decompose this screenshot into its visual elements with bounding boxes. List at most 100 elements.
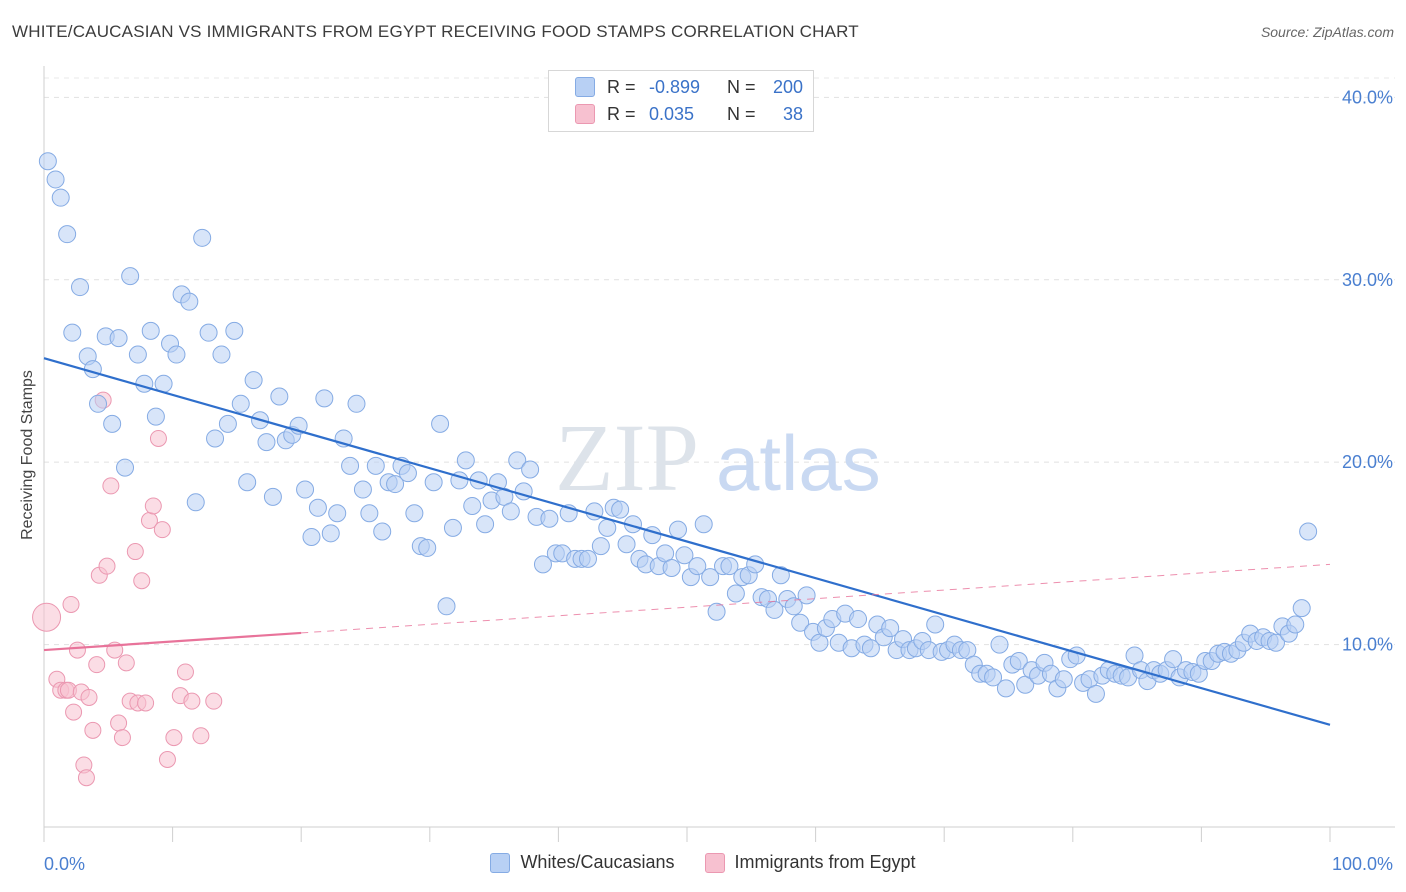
point-whites bbox=[398, 464, 417, 483]
source-label: Source: ZipAtlas.com bbox=[1260, 24, 1394, 40]
axes bbox=[43, 66, 1395, 842]
point-whites bbox=[405, 504, 424, 523]
point-egypt bbox=[110, 714, 128, 732]
point-whites bbox=[46, 170, 65, 189]
trend-line-egypt-dashed bbox=[301, 563, 1331, 634]
legend-item-whites[interactable]: Whites/Caucasians bbox=[490, 852, 675, 873]
point-egypt bbox=[88, 656, 106, 674]
point-whites bbox=[328, 504, 347, 523]
point-whites bbox=[437, 597, 456, 616]
point-whites bbox=[270, 387, 289, 406]
r-value: 0.035 bbox=[649, 103, 695, 124]
r-label: R = bbox=[607, 76, 636, 97]
point-whites bbox=[443, 518, 462, 537]
point-whites bbox=[726, 584, 745, 603]
point-whites bbox=[521, 460, 540, 479]
legend-label-whites: Whites/Caucasians bbox=[520, 852, 675, 872]
swatch-blue bbox=[575, 77, 595, 97]
point-whites bbox=[231, 394, 250, 413]
point-whites bbox=[598, 518, 617, 537]
point-whites bbox=[308, 498, 327, 517]
point-whites bbox=[675, 546, 694, 565]
point-whites bbox=[373, 522, 392, 541]
point-whites bbox=[533, 555, 552, 574]
point-whites bbox=[321, 524, 340, 543]
point-whites bbox=[128, 345, 147, 364]
point-whites bbox=[701, 568, 720, 587]
point-egypt bbox=[165, 729, 183, 747]
n-label: N = bbox=[727, 103, 756, 124]
point-whites bbox=[578, 549, 597, 568]
point-whites bbox=[688, 557, 707, 576]
point-whites bbox=[881, 619, 900, 638]
legend-swatch-blue bbox=[490, 852, 511, 873]
legend-label-egypt: Immigrants from Egypt bbox=[734, 852, 916, 872]
point-whites bbox=[296, 480, 315, 499]
point-whites bbox=[797, 586, 816, 605]
n-value: 200 bbox=[772, 76, 803, 97]
point-whites bbox=[591, 537, 610, 556]
watermark-zip: ZIP bbox=[555, 404, 699, 511]
point-egypt bbox=[205, 692, 223, 710]
point-whites bbox=[418, 538, 437, 557]
point-whites bbox=[103, 414, 122, 433]
trend-lines bbox=[43, 357, 1331, 726]
x-tick-label-min: 0.0% bbox=[44, 854, 85, 874]
point-whites bbox=[791, 613, 810, 632]
point-whites bbox=[89, 394, 108, 413]
point-whites bbox=[199, 323, 218, 342]
point-whites bbox=[193, 228, 212, 247]
legend-item-egypt[interactable]: Immigrants from Egypt bbox=[704, 852, 916, 873]
point-whites bbox=[1266, 633, 1285, 652]
trend-line-whites bbox=[43, 357, 1331, 726]
point-egypt bbox=[84, 721, 102, 739]
point-whites bbox=[51, 188, 70, 207]
series-whites-caucasians bbox=[38, 152, 1318, 703]
point-whites bbox=[180, 292, 199, 311]
point-whites bbox=[668, 520, 687, 539]
point-whites bbox=[212, 345, 231, 364]
point-whites bbox=[707, 602, 726, 621]
point-whites bbox=[347, 394, 366, 413]
point-whites bbox=[206, 429, 225, 448]
point-egypt bbox=[192, 727, 210, 745]
point-egypt bbox=[133, 572, 151, 590]
point-egypt bbox=[65, 703, 83, 721]
point-whites bbox=[244, 371, 263, 390]
point-egypt bbox=[113, 729, 131, 747]
point-whites bbox=[617, 535, 636, 554]
point-egypt bbox=[77, 769, 95, 787]
point-whites bbox=[501, 502, 520, 521]
point-whites bbox=[1299, 522, 1318, 541]
point-whites bbox=[849, 610, 868, 629]
watermark-atlas: atlas bbox=[716, 419, 881, 507]
legend-swatch-pink bbox=[704, 852, 725, 873]
point-whites bbox=[926, 615, 945, 634]
point-whites bbox=[1286, 615, 1305, 634]
point-whites bbox=[63, 323, 82, 342]
point-whites bbox=[720, 557, 739, 576]
point-egypt bbox=[32, 602, 62, 632]
correlation-stats-box: R = -0.899 N = 200 R = 0.035 N = 38 bbox=[548, 70, 814, 132]
point-whites bbox=[116, 458, 135, 477]
point-whites bbox=[1067, 646, 1086, 665]
x-tick-label-max: 100.0% bbox=[1332, 854, 1393, 874]
point-whites bbox=[263, 487, 282, 506]
point-whites bbox=[508, 451, 527, 470]
point-whites bbox=[83, 360, 102, 379]
point-whites bbox=[58, 225, 77, 244]
point-egypt bbox=[126, 543, 144, 561]
point-whites bbox=[366, 456, 385, 475]
point-whites bbox=[431, 414, 450, 433]
stats-row-egypt: R = 0.035 N = 38 bbox=[549, 100, 813, 128]
point-whites bbox=[121, 267, 140, 286]
point-egypt bbox=[158, 751, 176, 769]
point-egypt bbox=[68, 641, 86, 659]
point-whites bbox=[146, 407, 165, 426]
point-whites bbox=[1086, 684, 1105, 703]
point-whites bbox=[238, 473, 257, 492]
tick-labels: 10.0% 20.0% 30.0% 40.0% 0.0% 100.0% bbox=[44, 87, 1393, 874]
point-whites bbox=[476, 515, 495, 534]
point-whites bbox=[1292, 599, 1311, 618]
